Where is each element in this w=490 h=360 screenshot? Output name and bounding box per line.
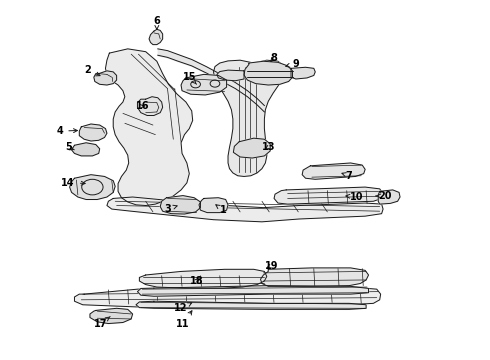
Polygon shape	[70, 175, 115, 199]
Polygon shape	[74, 286, 381, 307]
Text: 19: 19	[265, 261, 278, 271]
Polygon shape	[136, 301, 366, 309]
Polygon shape	[378, 190, 400, 204]
Polygon shape	[261, 268, 368, 286]
Text: 17: 17	[94, 316, 110, 329]
Polygon shape	[302, 163, 365, 179]
Text: 1: 1	[216, 205, 226, 215]
Text: 4: 4	[56, 126, 77, 136]
Text: 18: 18	[190, 276, 203, 286]
Text: 12: 12	[174, 303, 192, 313]
Polygon shape	[291, 67, 315, 79]
Polygon shape	[90, 308, 133, 324]
Polygon shape	[181, 75, 226, 95]
Polygon shape	[138, 97, 163, 116]
Polygon shape	[139, 269, 267, 288]
Text: 7: 7	[342, 171, 352, 181]
Polygon shape	[105, 49, 193, 206]
Polygon shape	[160, 195, 200, 214]
Text: 13: 13	[262, 143, 275, 152]
Polygon shape	[244, 61, 293, 85]
Text: 15: 15	[183, 72, 196, 84]
Polygon shape	[138, 285, 368, 296]
Text: 2: 2	[84, 65, 100, 76]
Polygon shape	[79, 124, 107, 141]
Text: 14: 14	[61, 178, 85, 188]
Text: 20: 20	[376, 191, 392, 201]
Text: 6: 6	[153, 15, 160, 29]
Polygon shape	[94, 71, 117, 85]
Text: 3: 3	[164, 204, 177, 214]
Polygon shape	[199, 198, 228, 213]
Text: 5: 5	[65, 143, 74, 152]
Text: 16: 16	[136, 101, 149, 111]
Text: 8: 8	[270, 53, 277, 63]
Text: 11: 11	[176, 311, 192, 329]
Text: 10: 10	[346, 192, 363, 202]
Polygon shape	[217, 70, 244, 81]
Polygon shape	[274, 187, 383, 204]
Polygon shape	[107, 197, 383, 222]
Polygon shape	[214, 60, 285, 176]
Text: 9: 9	[286, 59, 299, 69]
Polygon shape	[149, 30, 163, 45]
Polygon shape	[233, 138, 270, 158]
Polygon shape	[72, 143, 99, 156]
